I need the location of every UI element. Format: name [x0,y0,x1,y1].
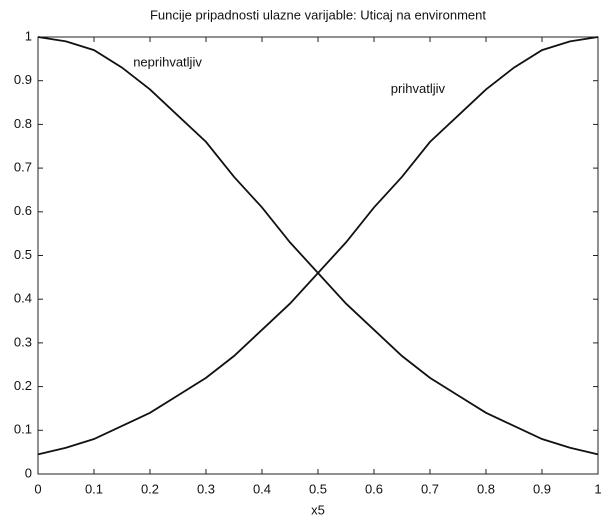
x-tick-label: 0.6 [365,481,383,496]
y-tick-label: 0 [25,465,32,480]
y-tick-label: 0.5 [14,247,32,262]
curve-label: neprihvatljiv [133,55,202,70]
x-tick-label: 0.2 [141,481,159,496]
x-tick-label: 0.3 [197,481,215,496]
x-axis-label: x5 [311,502,325,517]
x-tick-label: 0.1 [85,481,103,496]
x-tick-label: 0.7 [421,481,439,496]
x-tick-label: 0.8 [477,481,495,496]
membership-curve [37,36,599,456]
curve-label: prihvatljiv [391,81,446,96]
y-tick-label: 0.6 [14,203,32,218]
y-tick-label: 0.4 [14,291,32,306]
y-tick-label: 0.3 [14,334,32,349]
y-tick-label: 0.8 [14,116,32,131]
y-tick-label: 0.2 [14,378,32,393]
membership-curve [37,36,599,456]
x-tick-label: 0.5 [309,481,327,496]
y-tick-label: 0.1 [14,422,32,437]
y-tick-label: 0.7 [14,160,32,175]
x-tick-label: 0.9 [533,481,551,496]
x-tick-label: 0.4 [253,481,271,496]
chart-title: Funcije pripadnosti ulazne varijable: Ut… [150,7,486,22]
x-tick-label: 0 [34,481,41,496]
x-tick-label: 1 [594,481,601,496]
y-tick-label: 1 [25,28,32,43]
y-tick-label: 0.9 [14,72,32,87]
plot-frame [37,36,599,475]
